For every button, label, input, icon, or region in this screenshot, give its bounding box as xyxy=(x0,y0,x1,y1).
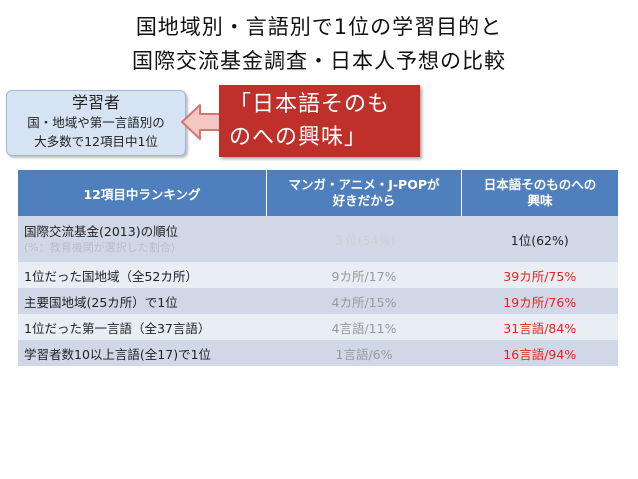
manga-value: ３位(54%) xyxy=(266,216,462,262)
row-label: 1位だった第一言語（全37言語） xyxy=(18,314,267,340)
title-line-1: 国地域別・言語別で1位の学習目的と xyxy=(135,15,503,39)
table-row: 1位だった国地域（全52カ所） 9カ所/17% 39カ所/75% xyxy=(18,262,618,288)
ranking-table: 12項目中ランキング マンガ・アニメ・J-POPが 好きだから 日本語そのものへ… xyxy=(18,170,618,366)
nihongo-value: 16言語/94% xyxy=(461,340,618,366)
title-line-2: 国際交流基金調査・日本人予想の比較 xyxy=(132,49,506,73)
learner-heading: 学習者 xyxy=(71,93,120,112)
header-nihongo-line-1: 日本語そのものへの xyxy=(483,177,597,192)
header-manga-line-2: 好きだから xyxy=(332,193,396,208)
nihongo-value: 39カ所/75% xyxy=(461,262,618,288)
highlight-line-1: 「日本語そのも xyxy=(229,92,391,117)
highlight-box: 「日本語そのも のへの興味」 xyxy=(219,85,420,157)
manga-value: 4カ所/15% xyxy=(266,288,462,314)
learner-line-1: 国・地域や第一言語別の xyxy=(27,115,165,130)
learner-callout: 学習者 国・地域や第一言語別の 大多数で12項目中1位 xyxy=(6,90,186,156)
row-label: 国際交流基金(2013)の順位 (%：教育機関が選択した割合) xyxy=(18,216,267,262)
header-nihongo: 日本語そのものへの 興味 xyxy=(461,170,618,216)
highlight-line-2: のへの興味」 xyxy=(229,125,368,150)
nihongo-value: 19カ所/76% xyxy=(461,288,618,314)
slide-title: 国地域別・言語別で1位の学習目的と 国際交流基金調査・日本人予想の比較 xyxy=(0,10,638,78)
header-manga-line-1: マンガ・アニメ・J-POPが xyxy=(288,177,440,192)
row-label: 1位だった国地域（全52カ所） xyxy=(18,262,267,288)
row-label: 主要国地域(25カ所）で1位 xyxy=(18,288,267,314)
table-row: 国際交流基金(2013)の順位 (%：教育機関が選択した割合) ３位(54%) … xyxy=(18,216,618,262)
table-row: 学習者数10以上言語(全17)で1位 1言語/6% 16言語/94% xyxy=(18,340,618,366)
row-label: 学習者数10以上言語(全17)で1位 xyxy=(18,340,267,366)
table-row: 主要国地域(25カ所）で1位 4カ所/15% 19カ所/76% xyxy=(18,288,618,314)
left-arrow-icon xyxy=(181,104,221,140)
header-rank: 12項目中ランキング xyxy=(83,186,201,202)
nihongo-value: 1位(62%) xyxy=(461,216,618,262)
row-sublabel: (%：教育機関が選択した割合) xyxy=(24,240,176,254)
header-manga: マンガ・アニメ・J-POPが 好きだから xyxy=(266,170,462,216)
manga-value: 1言語/6% xyxy=(266,340,462,366)
table-row: 1位だった第一言語（全37言語） 4言語/11% 31言語/84% xyxy=(18,314,618,340)
row-label-text: 国際交流基金(2013)の順位 xyxy=(24,223,179,239)
nihongo-value: 31言語/84% xyxy=(461,314,618,340)
manga-value: 4言語/11% xyxy=(266,314,462,340)
table-header-row: 12項目中ランキング マンガ・アニメ・J-POPが 好きだから 日本語そのものへ… xyxy=(18,170,618,216)
learner-line-2: 大多数で12項目中1位 xyxy=(34,134,158,149)
manga-value: 9カ所/17% xyxy=(266,262,462,288)
header-nihongo-line-2: 興味 xyxy=(527,193,553,208)
